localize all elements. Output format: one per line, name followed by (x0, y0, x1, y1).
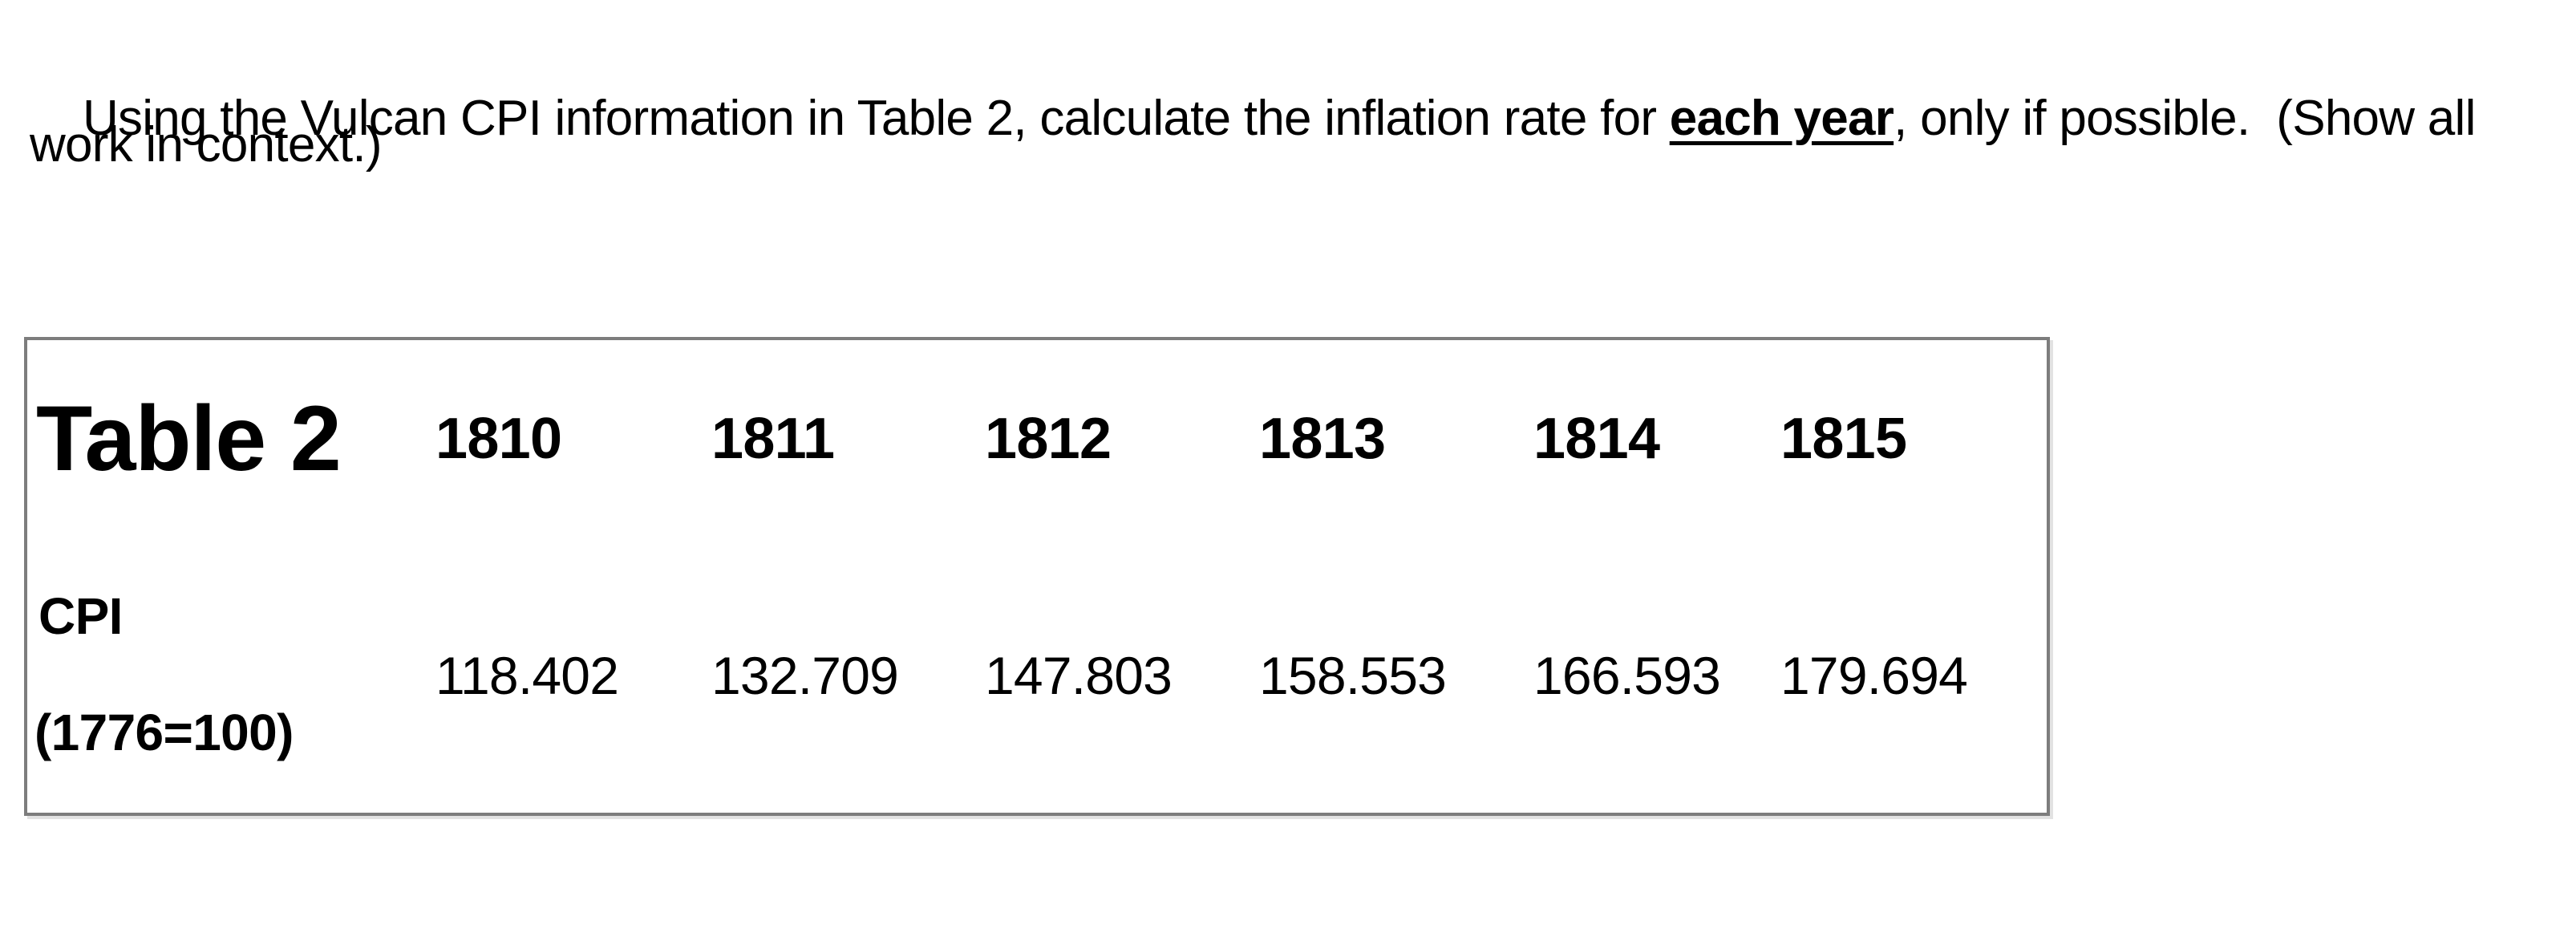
year-header-row: 1810 1811 1812 1813 1814 1815 (435, 410, 2047, 468)
row-label-cpi: CPI (38, 587, 123, 645)
cpi-value-row: 118.402 132.709 147.803 158.553 166.593 … (435, 649, 2047, 702)
question-line-2: work in context.) (30, 117, 382, 172)
year-header-col6: 1815 (1780, 407, 1907, 471)
question-text-post: , only if possible. (Show all (1894, 91, 2476, 146)
cpi-value-col2: 132.709 (711, 646, 899, 705)
cpi-value-col4: 158.553 (1259, 646, 1447, 705)
year-header-col1: 1810 (435, 407, 562, 471)
cpi-value-col6: 179.694 (1780, 646, 1968, 705)
year-header-col3: 1812 (985, 407, 1112, 471)
year-header-col4: 1813 (1259, 407, 1386, 471)
year-header-col2: 1811 (711, 407, 835, 471)
cpi-value-col5: 166.593 (1533, 646, 1721, 705)
cpi-value-col3: 147.803 (985, 646, 1173, 705)
table-title: Table 2 (36, 387, 342, 490)
question-line-1: Using the Vulcan CPI information in Tabl… (30, 44, 2476, 193)
year-header-col5: 1814 (1533, 407, 1660, 471)
row-label-base-year: (1776=100) (34, 704, 294, 761)
cpi-table: Table 2 1810 1811 1812 1813 1814 1815 CP… (24, 337, 2050, 816)
question-emphasis-each-year: each year (1669, 91, 1894, 146)
question-text-pre: Using the Vulcan CPI information in Tabl… (82, 91, 1670, 146)
cpi-value-col1: 118.402 (435, 646, 619, 705)
